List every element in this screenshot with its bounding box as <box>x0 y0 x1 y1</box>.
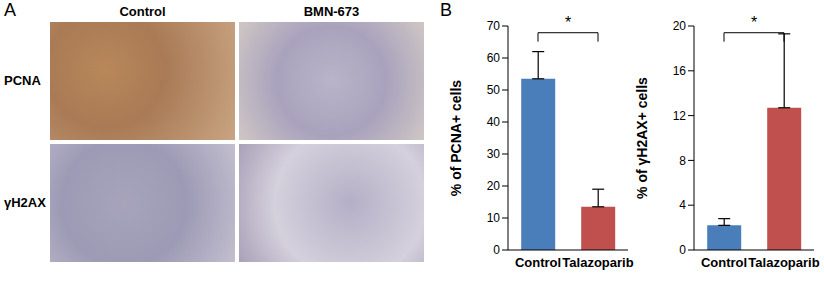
svg-text:% of PCNA+ cells: % of PCNA+ cells <box>448 80 464 197</box>
svg-text:Talazoparib: Talazoparib <box>562 255 633 270</box>
html-text:γH2AX: γH2AX <box>4 195 46 210</box>
svg-text:% of γH2AX+ cells: % of γH2AX+ cells <box>634 77 650 199</box>
svg-text:16: 16 <box>673 64 687 78</box>
svg-text:20: 20 <box>487 179 501 193</box>
html-text:A: A <box>4 0 16 20</box>
svg-text:30: 30 <box>487 147 501 161</box>
svg-text:Control: Control <box>515 255 561 270</box>
svg-text:20: 20 <box>673 19 687 33</box>
svg-text:0: 0 <box>493 243 500 257</box>
svg-text:12: 12 <box>673 109 687 123</box>
svg-text:*: * <box>565 14 571 31</box>
svg-text:8: 8 <box>679 154 686 168</box>
html-text:B: B <box>440 0 452 20</box>
svg-text:0: 0 <box>679 243 686 257</box>
html-text:BMN-673: BMN-673 <box>303 4 360 19</box>
svg-text:50: 50 <box>487 83 501 97</box>
svg-text:Control: Control <box>701 255 747 270</box>
svg-text:40: 40 <box>487 115 501 129</box>
svg-text:Talazoparib: Talazoparib <box>748 255 819 270</box>
svg-text:*: * <box>751 14 757 31</box>
html-text:PCNA: PCNA <box>4 73 41 88</box>
svg-text:10: 10 <box>487 211 501 225</box>
html-text:Control: Control <box>119 4 166 19</box>
svg-text:70: 70 <box>487 19 501 33</box>
svg-text:4: 4 <box>679 198 686 212</box>
svg-text:60: 60 <box>487 51 501 65</box>
